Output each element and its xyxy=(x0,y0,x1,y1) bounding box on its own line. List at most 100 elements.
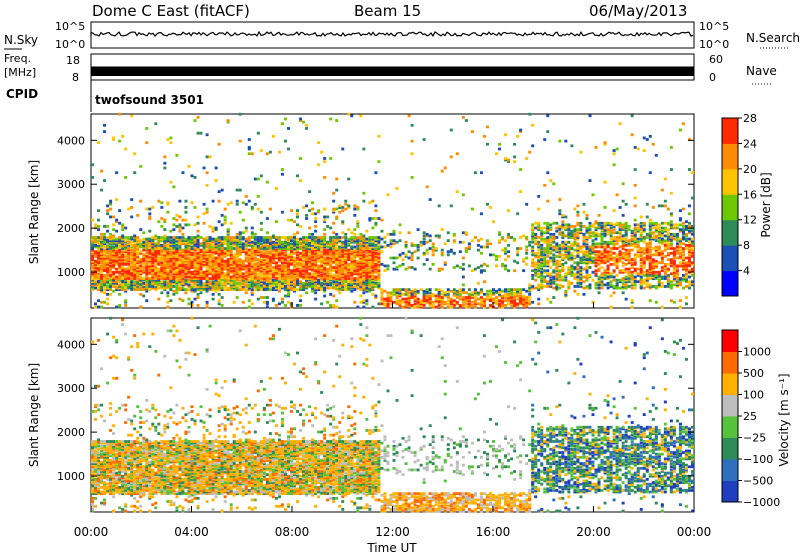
data-cell xyxy=(612,228,616,231)
data-cell xyxy=(519,130,523,134)
data-cell xyxy=(308,283,312,287)
data-cell xyxy=(410,292,414,296)
data-cell xyxy=(190,278,194,282)
data-cell xyxy=(606,250,610,254)
data-cell xyxy=(286,253,290,257)
data-cell xyxy=(220,278,224,282)
data-cell xyxy=(386,291,390,295)
data-cell xyxy=(446,294,450,298)
data-cell xyxy=(341,220,345,224)
data-cell xyxy=(296,258,300,261)
data-cell xyxy=(338,277,342,280)
data-cell xyxy=(211,250,215,254)
data-cell xyxy=(314,225,318,228)
data-cell xyxy=(564,250,568,254)
data-cell xyxy=(286,280,290,284)
data-cell xyxy=(639,285,643,288)
data-cell xyxy=(440,267,444,271)
data-cell xyxy=(371,283,375,287)
data-cell xyxy=(196,245,200,249)
data-cell xyxy=(353,253,357,257)
data-cell xyxy=(531,240,535,244)
data-cell xyxy=(262,266,266,269)
data-cell xyxy=(470,294,474,298)
data-cell xyxy=(208,272,212,276)
data-cell xyxy=(501,262,505,266)
data-cell xyxy=(606,240,610,244)
data-cell xyxy=(573,266,577,269)
data-cell xyxy=(169,250,173,254)
data-cell xyxy=(591,232,595,236)
data-cell xyxy=(528,289,532,293)
data-cell xyxy=(193,242,197,246)
data-cell xyxy=(208,283,212,287)
data-cell xyxy=(184,240,188,244)
data-cell xyxy=(555,245,559,249)
data-cell xyxy=(371,256,375,260)
data-cell xyxy=(160,255,164,258)
data-cell xyxy=(371,292,375,296)
data-cell xyxy=(139,288,143,292)
data-cell xyxy=(386,296,390,299)
data-cell xyxy=(97,251,101,255)
data-cell xyxy=(329,261,333,265)
data-cell xyxy=(265,250,269,254)
data-cell xyxy=(543,248,547,252)
data-cell xyxy=(401,305,405,309)
data-cell xyxy=(519,300,523,304)
data-cell xyxy=(338,253,342,257)
data-cell xyxy=(479,296,483,299)
data-cell xyxy=(283,243,287,247)
data-cell xyxy=(353,207,357,211)
data-cell xyxy=(630,261,634,265)
data-cell xyxy=(356,221,360,225)
data-cell xyxy=(359,240,363,244)
data-cell xyxy=(196,131,200,135)
data-cell xyxy=(588,248,592,252)
data-cell xyxy=(377,270,381,274)
data-cell xyxy=(648,225,652,228)
data-cell xyxy=(160,236,164,239)
data-cell xyxy=(118,305,122,309)
data-cell xyxy=(419,302,423,306)
data-cell xyxy=(594,272,598,276)
data-cell xyxy=(326,275,330,279)
data-cell xyxy=(178,223,182,227)
data-cell xyxy=(181,275,185,279)
data-cell xyxy=(362,261,366,265)
data-cell xyxy=(558,270,562,274)
data-cell xyxy=(362,240,366,244)
data-cell xyxy=(522,258,526,261)
data-cell xyxy=(160,291,164,295)
data-cell xyxy=(127,272,131,276)
data-cell xyxy=(374,251,378,255)
data-cell xyxy=(169,243,173,247)
data-cell xyxy=(576,272,580,276)
data-cell xyxy=(223,267,227,271)
data-cell xyxy=(437,289,441,293)
data-cell xyxy=(223,236,227,239)
data-cell xyxy=(121,273,125,277)
data-cell xyxy=(404,288,408,292)
data-cell xyxy=(196,296,200,299)
data-cell xyxy=(606,242,610,246)
data-cell xyxy=(178,258,182,261)
data-cell xyxy=(124,147,128,151)
data-cell xyxy=(609,294,613,298)
data-cell xyxy=(317,288,321,292)
data-cell xyxy=(280,243,284,247)
data-cell xyxy=(422,291,426,295)
data-cell xyxy=(537,266,541,269)
data-cell xyxy=(425,248,429,252)
data-cell xyxy=(534,266,538,269)
data-cell xyxy=(226,236,230,239)
data-cell xyxy=(645,236,649,239)
data-cell xyxy=(157,236,161,239)
nsky-trace xyxy=(90,30,694,38)
data-cell xyxy=(293,242,297,246)
data-cell xyxy=(172,262,176,266)
data-cell xyxy=(139,239,143,243)
data-cell xyxy=(202,261,206,265)
data-cell xyxy=(332,221,336,225)
data-cell xyxy=(419,304,423,307)
